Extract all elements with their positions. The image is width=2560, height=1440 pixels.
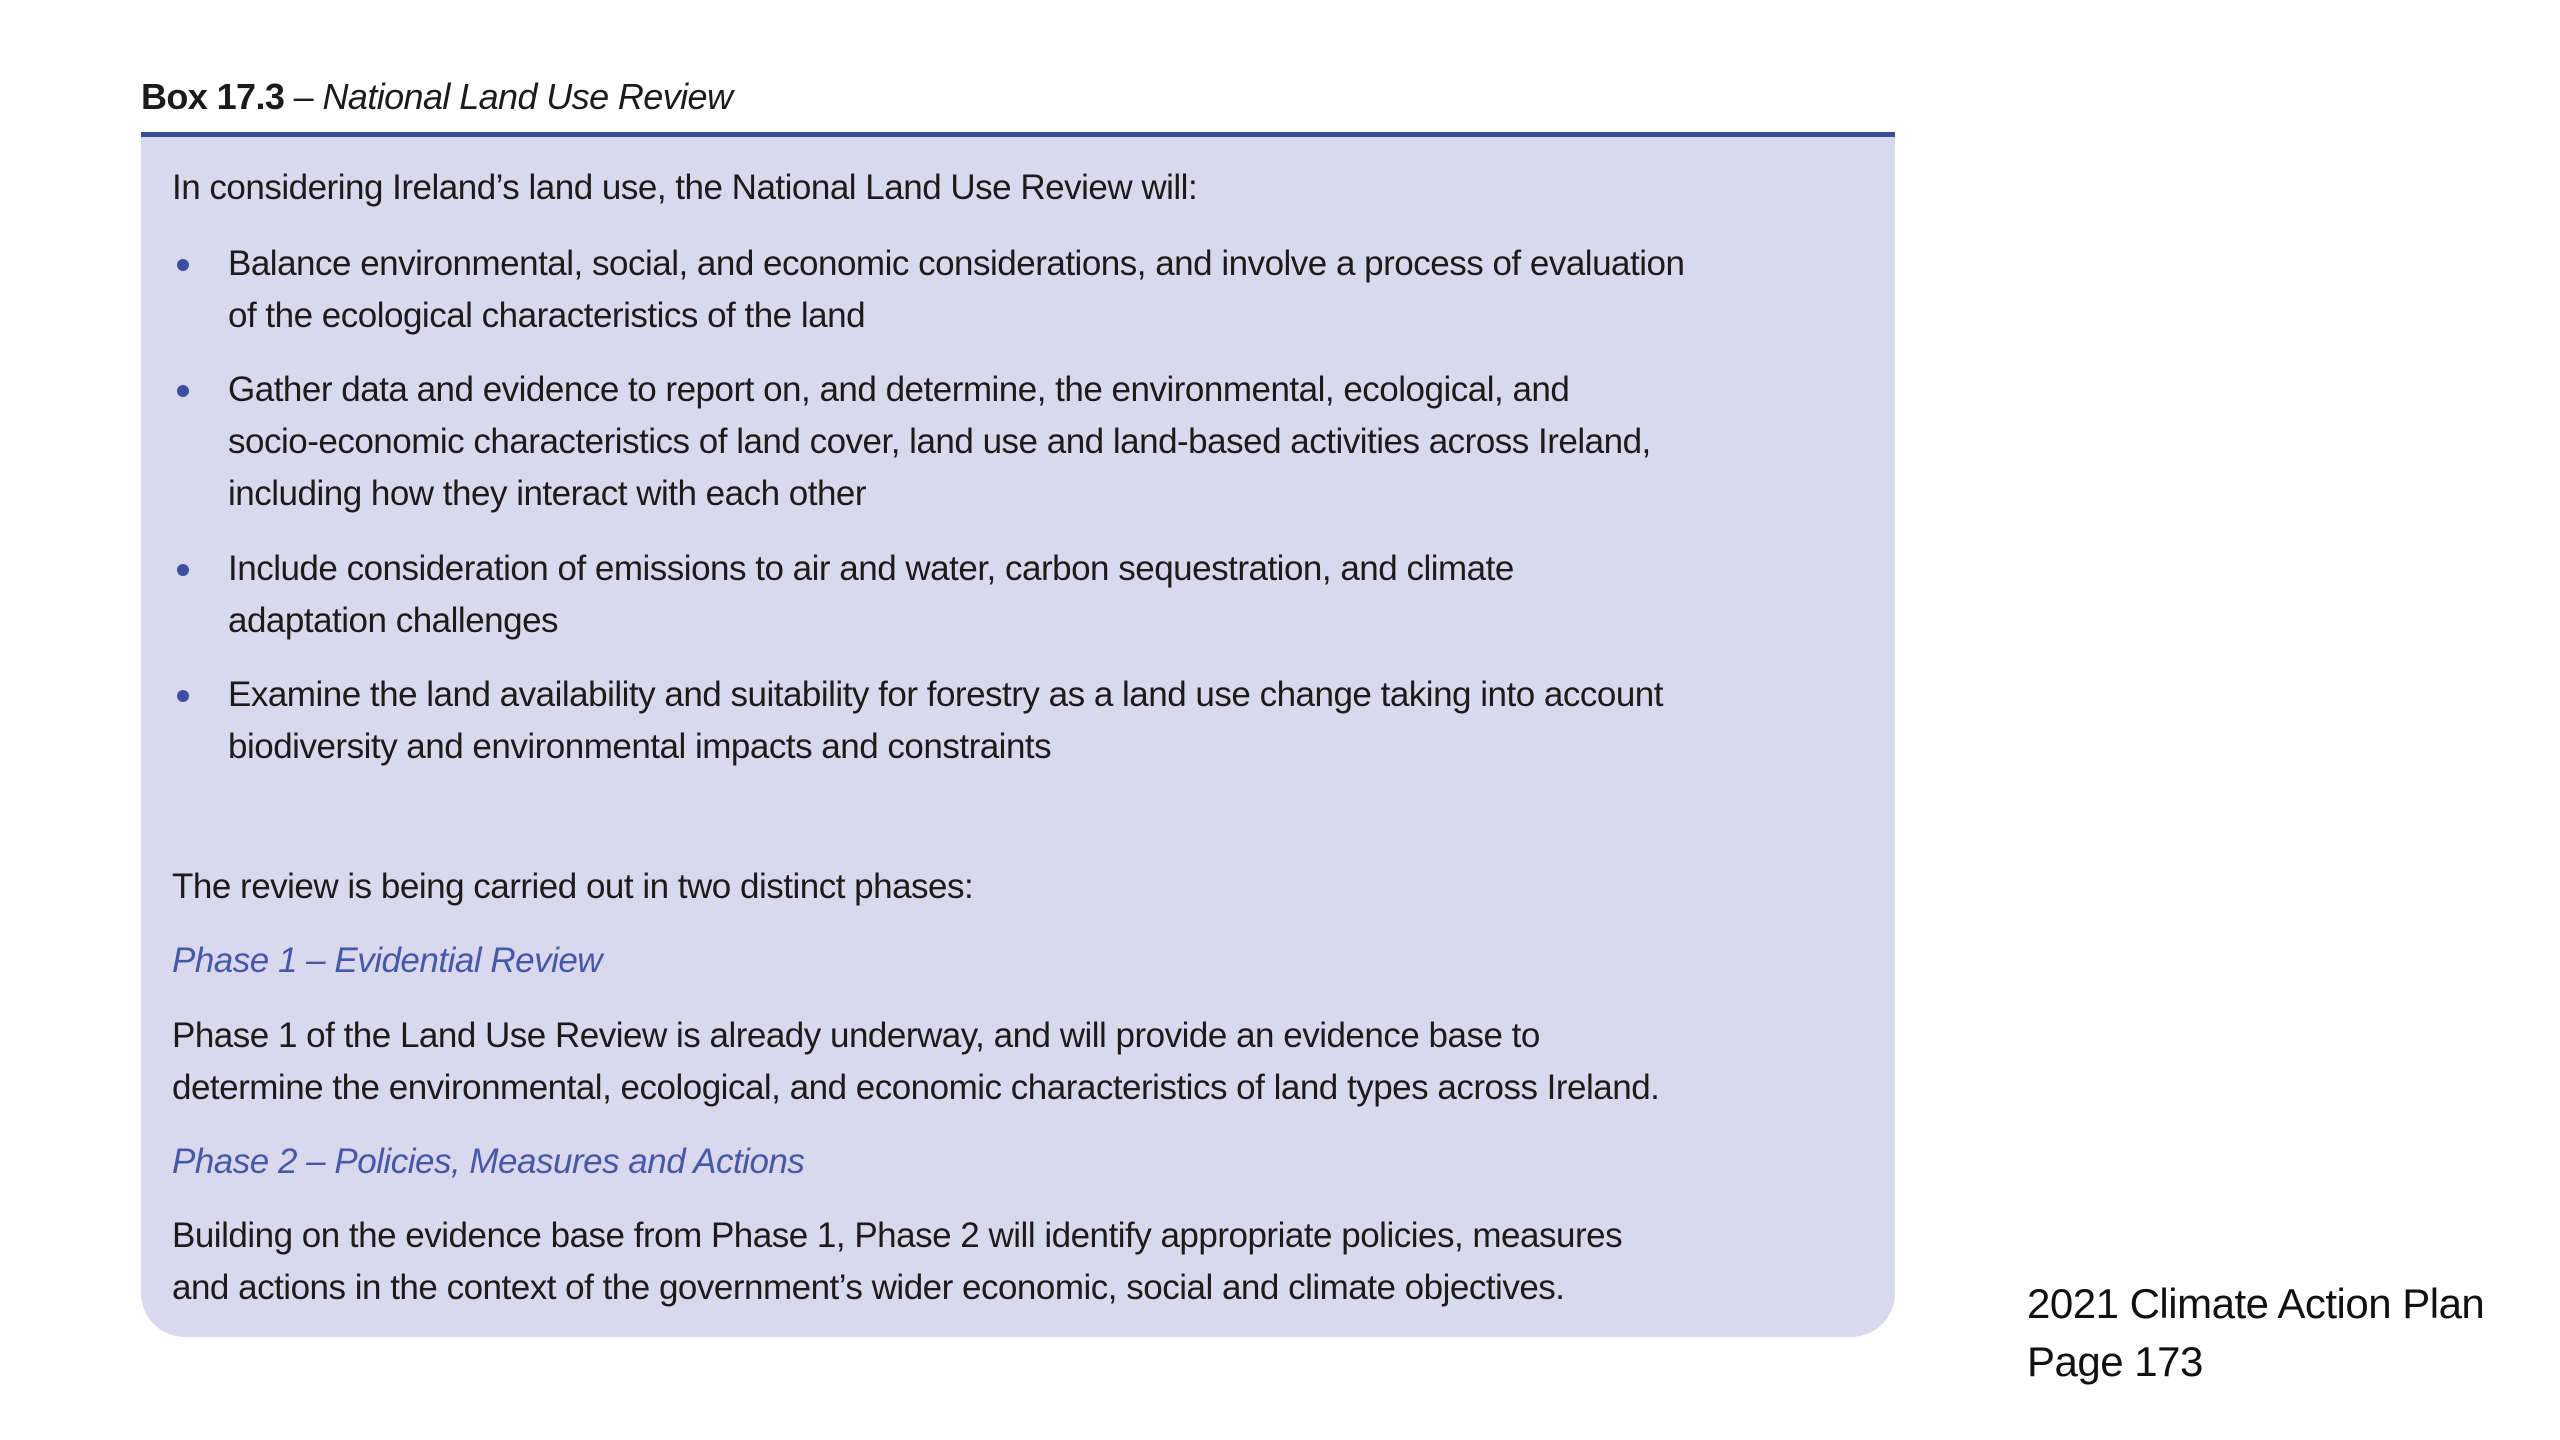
bullet-icon xyxy=(177,259,189,271)
box-title: Box 17.3 – National Land Use Review xyxy=(141,76,733,118)
phase-2-line-2: and actions in the context of the govern… xyxy=(172,1268,1565,1307)
title-separator: – xyxy=(284,76,323,117)
box-label: Box 17.3 xyxy=(141,76,285,117)
bullet-3-line-2: adaptation challenges xyxy=(228,601,559,640)
phases-intro: The review is being carried out in two d… xyxy=(172,867,974,906)
source-title: 2021 Climate Action Plan xyxy=(2027,1280,2485,1327)
phase-2-line-1: Building on the evidence base from Phase… xyxy=(172,1216,1623,1255)
phase-2-heading: Phase 2 – Policies, Measures and Actions xyxy=(172,1142,805,1181)
info-box: In considering Ireland’s land use, the N… xyxy=(141,132,1895,1337)
bullet-4-line-2: biodiversity and environmental impacts a… xyxy=(228,727,1052,766)
box-title-text: National Land Use Review xyxy=(322,76,733,117)
bullet-icon xyxy=(177,690,189,702)
source-caption: 2021 Climate Action Plan Page 173 xyxy=(2027,1275,2485,1391)
intro-text: In considering Ireland’s land use, the N… xyxy=(172,168,1198,207)
bullet-icon xyxy=(177,385,189,397)
phase-1-line-2: determine the environmental, ecological,… xyxy=(172,1068,1660,1107)
bullet-2-line-2: socio-economic characteristics of land c… xyxy=(228,422,1651,461)
phase-1-heading: Phase 1 – Evidential Review xyxy=(172,941,603,980)
bullet-4-line-1: Examine the land availability and suitab… xyxy=(228,675,1663,714)
bullet-3-line-1: Include consideration of emissions to ai… xyxy=(228,549,1514,588)
phase-1-line-1: Phase 1 of the Land Use Review is alread… xyxy=(172,1016,1540,1055)
bullet-2-line-1: Gather data and evidence to report on, a… xyxy=(228,370,1570,409)
bullet-1-line-1: Balance environmental, social, and econo… xyxy=(228,244,1685,283)
bullet-icon xyxy=(177,564,189,576)
bullet-2-line-3: including how they interact with each ot… xyxy=(228,474,867,513)
bullet-1-line-2: of the ecological characteristics of the… xyxy=(228,296,866,335)
page-number: Page 173 xyxy=(2027,1338,2203,1385)
